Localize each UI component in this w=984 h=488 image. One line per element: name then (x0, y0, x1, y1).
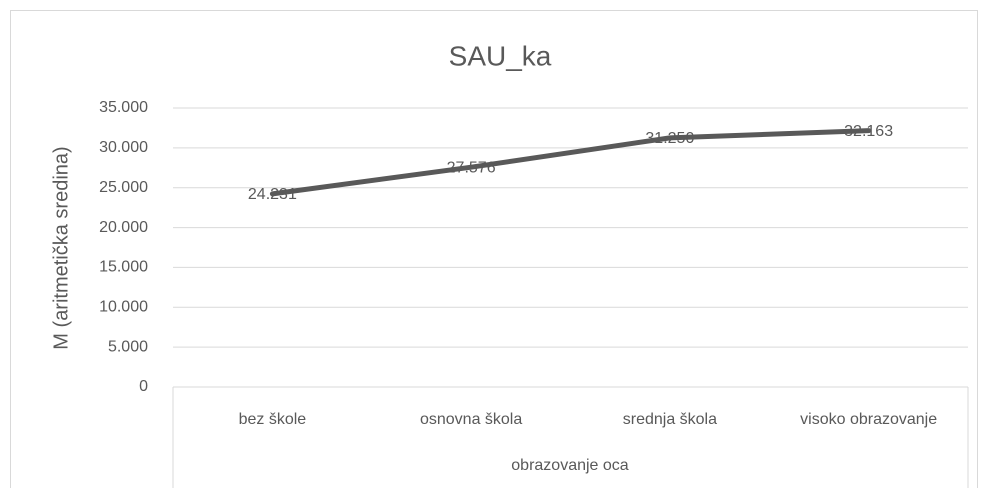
data-label: 31.250 (645, 130, 694, 147)
data-label: 27.576 (447, 159, 496, 176)
y-tick-label: 30.000 (99, 139, 148, 156)
y-axis-label: M (aritmetička sredina) (50, 146, 72, 349)
x-axis-label: obrazovanje oca (511, 457, 629, 474)
y-tick-label: 10.000 (99, 299, 148, 316)
y-tick-label: 25.000 (99, 179, 148, 196)
data-line (269, 128, 872, 197)
x-tick-label: visoko obrazovanje (800, 411, 937, 428)
x-tick-label: osnovna škola (420, 411, 522, 428)
y-tick-label: 35.000 (99, 99, 148, 116)
chart-title: SAU_ka (449, 40, 552, 71)
y-tick-label: 15.000 (99, 259, 148, 276)
x-tick-label: srednja škola (623, 411, 717, 428)
y-tick-label: 0 (139, 378, 148, 395)
data-label: 32.163 (844, 123, 893, 140)
y-tick-label: 20.000 (99, 219, 148, 236)
data-label: 24.231 (248, 186, 297, 203)
x-tick-label: bez škole (239, 411, 307, 428)
y-tick-label: 5.000 (108, 338, 148, 355)
chart-frame (10, 10, 978, 488)
